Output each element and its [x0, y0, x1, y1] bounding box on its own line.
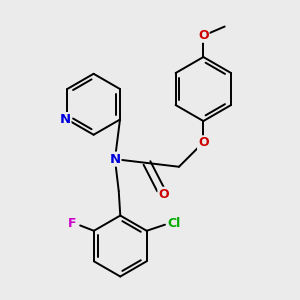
Text: N: N [110, 153, 121, 166]
Text: O: O [198, 136, 209, 149]
Text: O: O [198, 29, 209, 42]
Text: Cl: Cl [167, 217, 181, 230]
Text: F: F [68, 217, 77, 230]
Text: N: N [59, 113, 70, 126]
Text: O: O [158, 188, 169, 201]
